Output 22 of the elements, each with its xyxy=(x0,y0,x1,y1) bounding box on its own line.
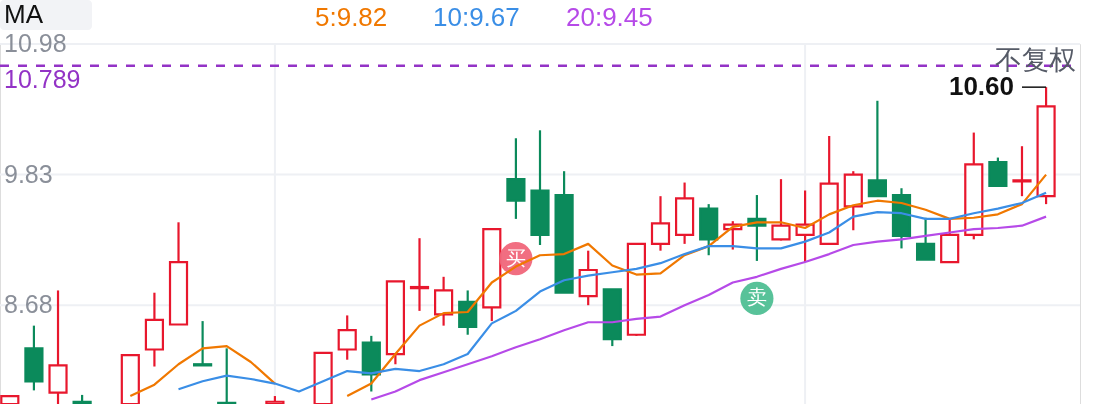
y-tick-label: 10.98 xyxy=(4,29,67,57)
candlestick xyxy=(193,320,213,367)
text: 20:9.45 xyxy=(566,2,653,32)
annotation: 卖 xyxy=(746,285,767,310)
text: MA xyxy=(4,0,44,29)
text: 10:9.67 xyxy=(433,2,520,32)
candlestick xyxy=(771,178,791,242)
candlestick xyxy=(409,237,430,312)
text: 5:9.82 xyxy=(315,2,388,32)
y-tick-label: 9.83 xyxy=(4,159,53,188)
candlestick xyxy=(867,99,887,198)
candlestick xyxy=(988,156,1008,188)
line-series xyxy=(370,215,1048,401)
y-tick-label: 8.68 xyxy=(4,290,53,319)
candlestick xyxy=(434,275,454,327)
candlestick xyxy=(217,347,237,404)
candlestick xyxy=(1012,145,1032,198)
ref-line-label: 10.789 xyxy=(4,64,81,93)
annotation: 买 xyxy=(505,245,526,270)
candlestick xyxy=(650,195,671,252)
candlestick xyxy=(337,314,357,361)
candlestick xyxy=(506,137,526,220)
